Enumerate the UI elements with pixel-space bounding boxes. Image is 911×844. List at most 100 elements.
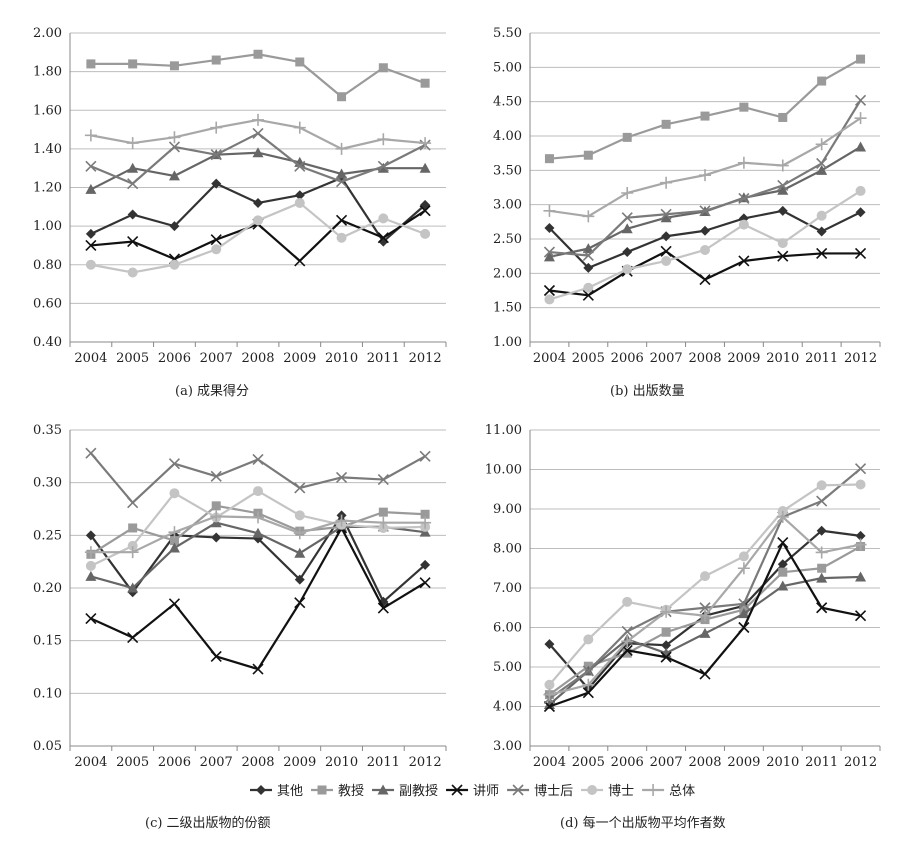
point <box>294 510 305 521</box>
point <box>544 639 555 650</box>
series-讲师 <box>543 537 867 713</box>
series-总体 <box>543 112 867 223</box>
point <box>378 213 389 224</box>
point <box>127 209 138 220</box>
y-tick-label: 4.50 <box>493 95 522 110</box>
y-tick-label: 5.00 <box>493 60 522 75</box>
point <box>168 458 181 470</box>
point <box>253 486 263 497</box>
legend-label: 副教授 <box>399 783 438 799</box>
point <box>84 129 97 142</box>
x-tick-label: 2009 <box>283 755 316 770</box>
point <box>377 133 390 146</box>
point <box>777 179 789 192</box>
point <box>817 76 827 86</box>
point <box>816 157 828 170</box>
point <box>168 141 181 153</box>
point <box>252 127 264 139</box>
x-tick-label: 2006 <box>158 351 191 366</box>
point <box>420 509 430 519</box>
x-tick-label: 2009 <box>283 351 316 366</box>
point <box>127 540 138 551</box>
point <box>86 59 96 69</box>
point <box>621 212 633 224</box>
point <box>85 259 96 270</box>
y-tick-label: 0.30 <box>33 476 62 491</box>
legend-marker-triangle <box>372 784 395 795</box>
point <box>660 651 672 663</box>
legend-marker-square <box>311 785 334 795</box>
point <box>127 178 139 190</box>
point <box>700 244 710 255</box>
series-博士 <box>85 486 431 571</box>
legend-label: 博士 <box>608 784 634 799</box>
point <box>854 463 867 475</box>
point <box>85 612 97 625</box>
point <box>127 582 139 593</box>
point <box>738 255 750 267</box>
x-tick-label: 2007 <box>650 755 683 770</box>
panel-c: 0.05 0.10 0.15 0.20 0.25 0.30 0.35 2004 2005 2006… <box>33 423 447 770</box>
point <box>127 267 138 278</box>
point <box>211 178 222 189</box>
legend-label: 博士后 <box>534 784 573 799</box>
point <box>776 510 789 523</box>
point <box>855 141 867 152</box>
series-博士后 <box>543 463 867 705</box>
y-tick-label: 2.00 <box>493 266 522 281</box>
caption-d: (d) 每一个出版物平均作者数 <box>560 815 726 831</box>
legend-item: 总体 <box>642 784 695 799</box>
point <box>739 102 749 112</box>
y-tick-label: 1.20 <box>33 181 62 196</box>
point <box>854 538 867 551</box>
point <box>252 453 264 466</box>
point <box>661 627 671 637</box>
point <box>210 121 223 134</box>
point <box>815 138 828 151</box>
point <box>378 507 388 517</box>
point <box>127 631 139 644</box>
point <box>85 228 96 239</box>
x-tick-label: 2008 <box>688 755 721 770</box>
point <box>420 228 431 239</box>
x-tick-label: 2007 <box>650 351 683 366</box>
point <box>293 527 306 540</box>
point <box>582 665 594 677</box>
point <box>815 546 828 559</box>
series-博士 <box>85 197 431 278</box>
point <box>419 137 432 150</box>
x-tick-label: 2012 <box>844 351 877 366</box>
point <box>419 450 431 462</box>
y-tick-label: 8.00 <box>493 542 522 557</box>
point <box>777 184 789 195</box>
point <box>85 560 96 571</box>
point <box>660 605 673 618</box>
point <box>661 119 671 129</box>
series-line <box>90 53 426 98</box>
point <box>777 537 789 549</box>
point <box>378 63 388 73</box>
x-tick-label: 2011 <box>367 351 400 366</box>
point <box>776 159 789 172</box>
y-tick-label: 0.25 <box>33 528 62 543</box>
point <box>816 210 827 221</box>
point <box>377 784 389 795</box>
y-tick-label: 3.00 <box>493 198 522 213</box>
x-tick-label: 2005 <box>572 351 605 366</box>
point <box>294 160 306 172</box>
point <box>816 602 828 614</box>
series-line <box>548 467 862 700</box>
x-tick-label: 2011 <box>805 755 838 770</box>
legend-marker-plus <box>642 784 665 796</box>
y-tick-label: 11.00 <box>485 423 522 438</box>
point <box>699 627 711 638</box>
point <box>317 785 327 795</box>
point <box>210 510 223 523</box>
point <box>583 150 593 160</box>
point <box>210 650 222 663</box>
point <box>126 546 139 559</box>
point <box>854 94 867 106</box>
legend-label: 其他 <box>277 784 303 799</box>
point <box>253 197 263 208</box>
point <box>168 131 181 144</box>
